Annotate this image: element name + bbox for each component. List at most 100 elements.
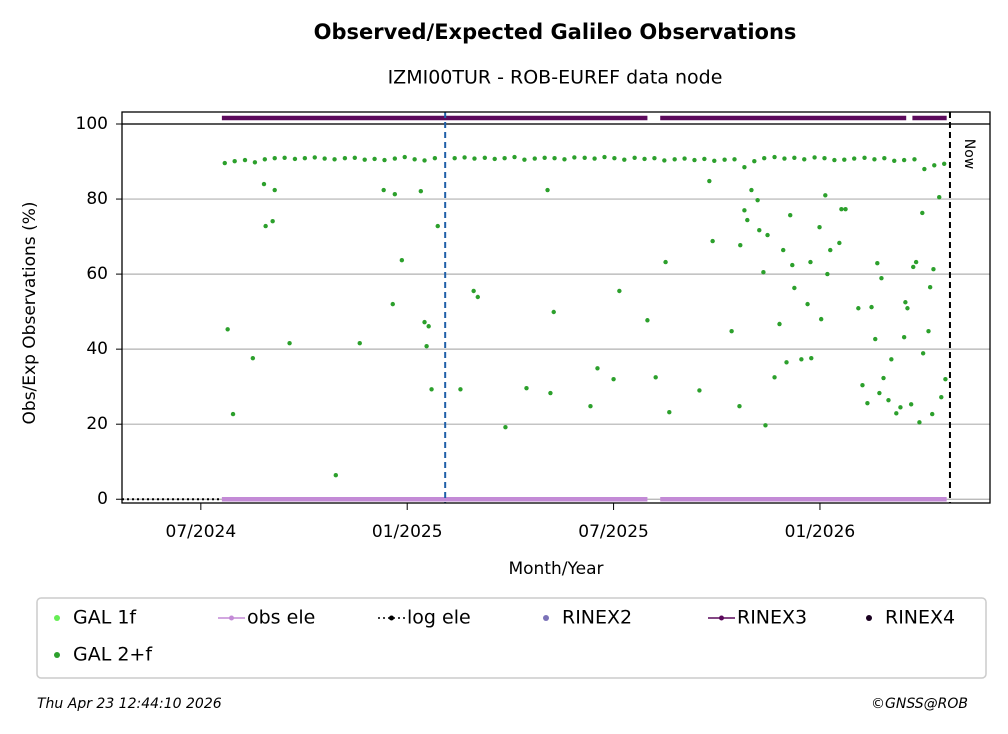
data-point [856,306,861,311]
data-point [809,355,814,361]
data-point [943,376,948,382]
data-point [333,473,339,478]
data-point [548,390,553,396]
data-point [263,223,268,229]
data-point [617,288,622,294]
footer-date: Thu Apr 23 12:44:10 2026 [37,696,222,712]
data-point [432,155,438,161]
data-point [482,155,488,160]
y-tick-label: 20 [86,414,108,434]
data-point [332,157,337,162]
data-point [737,403,742,409]
data-point [552,155,557,161]
data-point [926,328,931,334]
data-point [755,197,760,203]
data-point [931,267,936,272]
legend-label: GAL 1f [73,607,137,629]
data-point [472,156,477,161]
data-point [729,328,734,334]
data-point [697,388,702,393]
data-point [595,366,600,371]
data-point [832,157,837,163]
data-point [802,157,807,162]
data-point [392,191,398,197]
data-point [250,355,256,361]
data-point [894,411,899,416]
data-point [792,155,797,160]
data-point [475,294,480,300]
data-point [812,155,817,160]
data-point [817,224,822,230]
data-point [752,158,757,164]
data-point [418,188,424,194]
data-point [292,156,298,162]
chart-subtitle: IZMI00TUR - ROB-EUREF data node [388,67,723,89]
legend-label: obs ele [247,607,315,629]
data-point [667,409,672,415]
data-point [662,158,667,163]
data-point [252,160,258,165]
legend-marker [719,615,724,621]
data-point [892,158,897,163]
data-point [762,155,767,161]
data-point [524,385,529,391]
data-point [602,154,607,160]
data-point [930,411,935,417]
data-point [382,157,387,163]
data-point [682,156,687,161]
data-point [898,405,903,410]
data-point [402,154,407,160]
data-point [738,243,743,248]
data-point [652,155,657,161]
data-point [710,238,715,244]
plot-area [122,115,948,502]
data-point [912,157,917,162]
data-point [672,157,677,162]
chart-title: Observed/Expected Galileo Observations [314,20,797,44]
data-point [702,156,707,162]
data-point [588,403,593,409]
data-point [261,181,267,187]
data-point [322,156,327,161]
data-point [823,193,828,198]
legend-label: log ele [407,607,471,629]
data-point [429,387,434,392]
data-point [822,155,827,161]
data-point [522,157,527,162]
data-point [653,375,658,380]
data-point [937,194,942,200]
data-point [879,276,884,281]
data-point [645,318,650,323]
data-point [790,262,795,268]
data-point [632,155,637,160]
data-point [875,261,880,266]
data-point [828,247,833,253]
data-point [282,155,287,160]
data-point [865,400,870,406]
y-axis-label: Obs/Exp Observations (%) [20,202,40,425]
data-point [392,156,398,161]
data-point [901,157,907,163]
data-point [920,210,925,216]
data-point [939,394,944,400]
x-tick-label: 01/2025 [372,522,443,542]
data-point [312,155,317,160]
data-point [877,390,882,396]
data-point [663,259,668,265]
data-point [852,156,857,161]
data-point [889,357,894,362]
data-point [426,324,431,329]
data-point [732,157,737,162]
legend-marker [389,615,394,621]
data-point [562,157,567,162]
data-point [230,411,236,417]
data-point [722,157,727,162]
data-point [765,232,770,238]
data-point [611,376,616,382]
x-tick-label: 01/2026 [785,522,856,542]
data-point [782,156,787,161]
data-point [917,420,922,425]
legend-label: RINEX4 [885,607,955,629]
data-point [903,300,908,305]
data-point [927,285,933,290]
